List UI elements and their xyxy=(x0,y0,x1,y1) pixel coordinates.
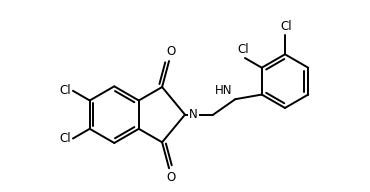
Text: O: O xyxy=(166,45,175,58)
Text: Cl: Cl xyxy=(59,84,71,97)
Text: N: N xyxy=(189,108,198,121)
Text: O: O xyxy=(166,171,175,184)
Text: Cl: Cl xyxy=(238,43,249,56)
Text: Cl: Cl xyxy=(281,20,292,33)
Text: Cl: Cl xyxy=(59,132,71,145)
Text: HN: HN xyxy=(215,84,232,97)
